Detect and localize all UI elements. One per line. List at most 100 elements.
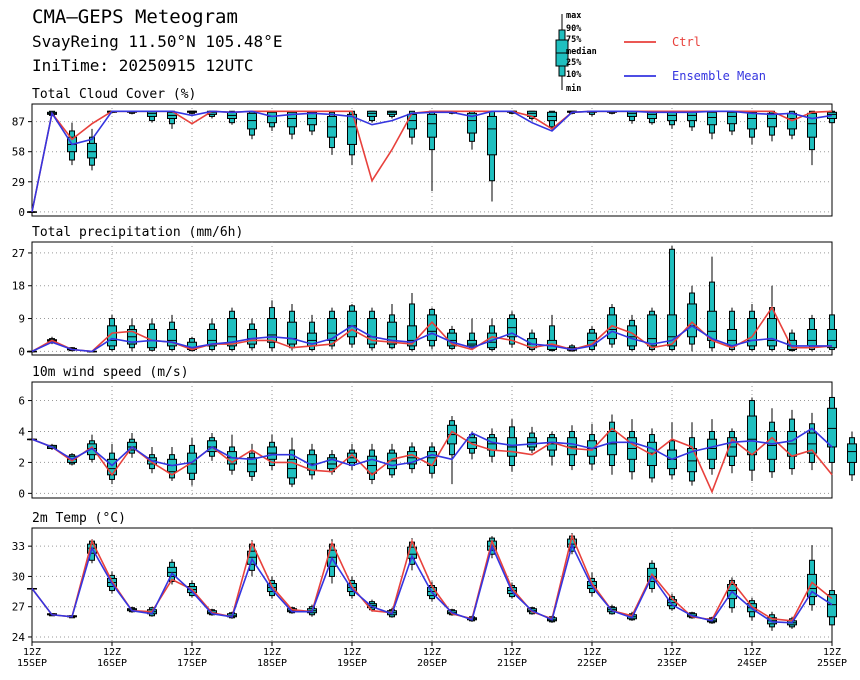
ensemble-box	[267, 110, 277, 131]
box-25-75	[327, 318, 337, 341]
ensemble-boxes	[27, 245, 837, 353]
ensemble-box	[267, 300, 277, 352]
ensemble-box	[367, 443, 377, 485]
box-25-75	[727, 328, 737, 347]
box-25-75	[107, 325, 117, 347]
y-tick-label: 9	[18, 313, 25, 326]
box-25-75	[287, 321, 297, 345]
ensemble-box	[767, 611, 777, 631]
box-25-75	[747, 415, 757, 456]
chart-title: CMA–GEPS Meteogram	[32, 6, 238, 28]
x-tick-time: 12Z	[823, 647, 841, 658]
box-25-75	[667, 111, 677, 122]
box-25-75	[807, 432, 817, 454]
ensemble-box	[507, 311, 517, 348]
x-tick-time: 12Z	[343, 647, 361, 658]
ensemble-box	[307, 110, 317, 136]
box-25-75	[387, 110, 397, 115]
x-tick-date: 16SEP	[97, 658, 127, 669]
ensemble-box	[727, 110, 737, 136]
ensemble-box	[87, 128, 97, 171]
box-25-75	[167, 566, 177, 577]
box-25-75	[467, 112, 477, 134]
y-tick-label: 30	[12, 570, 25, 583]
box-25-75	[367, 110, 377, 117]
ensemble-box	[367, 110, 377, 123]
legend-box-label: 25%	[566, 58, 582, 68]
x-tick-date: 17SEP	[177, 658, 207, 669]
box-25-75	[247, 328, 257, 345]
box-25-75	[307, 454, 317, 471]
mean-line	[31, 427, 833, 467]
panel-4: 2m Temp (°C) 24 27 30 33	[12, 511, 837, 644]
ensemble-box	[447, 325, 457, 351]
ensemble-box	[327, 307, 337, 350]
ensemble-box	[27, 211, 37, 213]
box-25-75	[827, 407, 837, 448]
box-25-75	[167, 328, 177, 347]
box-25-75	[807, 328, 817, 347]
x-tick-time: 12Z	[743, 647, 761, 658]
mean-line	[31, 110, 833, 213]
ensemble-box	[767, 110, 777, 142]
ensemble-box	[667, 110, 677, 129]
y-tick-label: 27	[12, 601, 25, 614]
ensemble-box	[407, 110, 417, 145]
box-25-75	[327, 457, 337, 470]
x-tick-date: 19SEP	[337, 658, 367, 669]
box-10-90	[669, 248, 675, 351]
box-25-75	[767, 112, 777, 128]
x-tick-time: 12Z	[503, 647, 521, 658]
ensemble-box	[827, 388, 837, 475]
ensemble-box	[527, 426, 537, 454]
box-25-75	[647, 314, 657, 347]
ensemble-box	[707, 110, 717, 140]
box-25-75	[747, 111, 757, 130]
ensemble-box	[247, 318, 257, 351]
legend-mean-label: Ensemble Mean	[672, 69, 766, 83]
box-25-75	[427, 314, 437, 341]
box-25-75	[567, 437, 577, 456]
box-25-75	[767, 318, 777, 347]
ensemble-box	[827, 110, 837, 125]
box-25-75	[347, 113, 357, 145]
ensemble-box	[667, 245, 677, 352]
mean-line	[31, 324, 832, 353]
init-time-label: IniTime: 20250915 12UTC	[32, 56, 254, 75]
ensemble-box	[667, 422, 677, 480]
box-25-75	[647, 111, 657, 120]
ensemble-box	[647, 110, 657, 125]
x-tick-time: 12Z	[103, 647, 121, 658]
box-25-75	[267, 111, 277, 124]
x-tick-time: 12Z	[263, 647, 281, 658]
ensemble-box	[687, 285, 697, 352]
y-tick-label: 33	[12, 540, 25, 553]
panel-title: Total Cloud Cover (%)	[32, 87, 196, 102]
ensemble-box	[807, 412, 817, 471]
ensemble-box	[107, 443, 117, 485]
x-tick-date: 24SEP	[737, 658, 767, 669]
ensemble-box	[627, 419, 637, 480]
y-tick-label: 18	[12, 280, 25, 293]
y-tick-label: 4	[18, 425, 25, 438]
legend-box-label: 10%	[566, 70, 582, 80]
ensemble-box	[747, 397, 757, 481]
box-25-75	[427, 113, 437, 138]
ensemble-box	[827, 586, 837, 630]
box-25-75	[827, 328, 837, 349]
ensemble-box	[187, 110, 197, 115]
panel-title: 10m wind speed (m/s)	[32, 365, 189, 380]
ensemble-box	[367, 307, 377, 351]
ensemble-box	[407, 442, 417, 474]
ensemble-box	[447, 416, 457, 485]
box-25-75	[847, 443, 857, 463]
ensemble-box	[707, 419, 717, 475]
ensemble-box	[547, 431, 557, 466]
ensemble-box	[787, 110, 797, 140]
ensemble-box	[247, 110, 257, 140]
x-tick-date: 18SEP	[257, 658, 287, 669]
x-tick-time: 12Z	[423, 647, 441, 658]
mean-line	[31, 542, 833, 624]
ensemble-box	[547, 110, 557, 131]
